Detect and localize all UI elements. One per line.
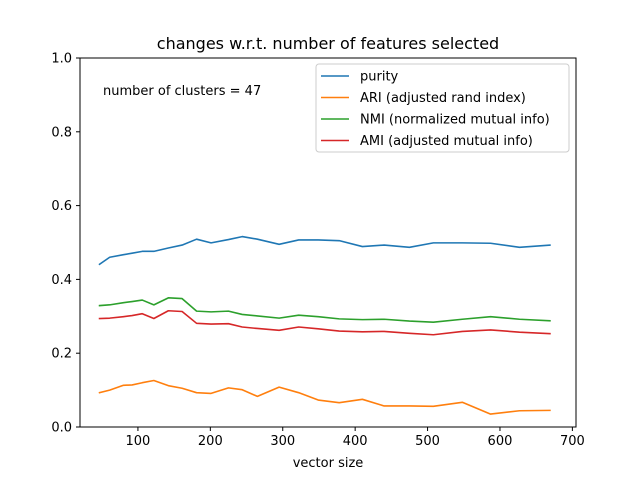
series-layer xyxy=(98,235,551,415)
axes-frame xyxy=(79,57,577,428)
legend-box xyxy=(315,63,570,153)
x-tick-label: 100 xyxy=(126,434,151,449)
legend-label-4: AMI (adjusted mutual info) xyxy=(360,134,533,149)
series-line-2 xyxy=(98,379,551,415)
y-tick-label: 0.2 xyxy=(51,347,72,362)
chart-title: changes w.r.t. number of features select… xyxy=(157,34,499,53)
x-tick-label: 400 xyxy=(343,434,368,449)
legend: purity ARI (adjusted rand index) NMI (norm… xyxy=(315,63,570,153)
x-tick-label: 600 xyxy=(488,434,513,449)
x-tick-label: 300 xyxy=(270,434,295,449)
y-tick-label: 1.0 xyxy=(51,52,72,67)
x-axis-label: vector size xyxy=(293,456,364,471)
y-tick-label: 0.4 xyxy=(51,273,72,288)
y-tick-label: 0.0 xyxy=(51,421,72,436)
y-tick-label: 0.8 xyxy=(51,125,72,140)
tick-layer: 100 200 300 400 500 600 700 0.0 0.2 0.4 0.6 0.8 1.0 xyxy=(51,52,584,450)
legend-label-1: purity xyxy=(360,70,399,85)
series-line-1 xyxy=(98,235,551,266)
series-line-3 xyxy=(98,297,551,324)
x-tick-label: 700 xyxy=(560,434,585,449)
x-tick-label: 200 xyxy=(198,434,223,449)
legend-label-2: ARI (adjusted rand index) xyxy=(360,91,526,106)
series-line-4 xyxy=(98,309,551,336)
legend-label-3: NMI (normalized mutual info) xyxy=(360,113,550,128)
y-tick-label: 0.6 xyxy=(51,199,72,214)
annotation-clusters: number of clusters = 47 xyxy=(103,84,261,99)
x-tick-label: 500 xyxy=(415,434,440,449)
